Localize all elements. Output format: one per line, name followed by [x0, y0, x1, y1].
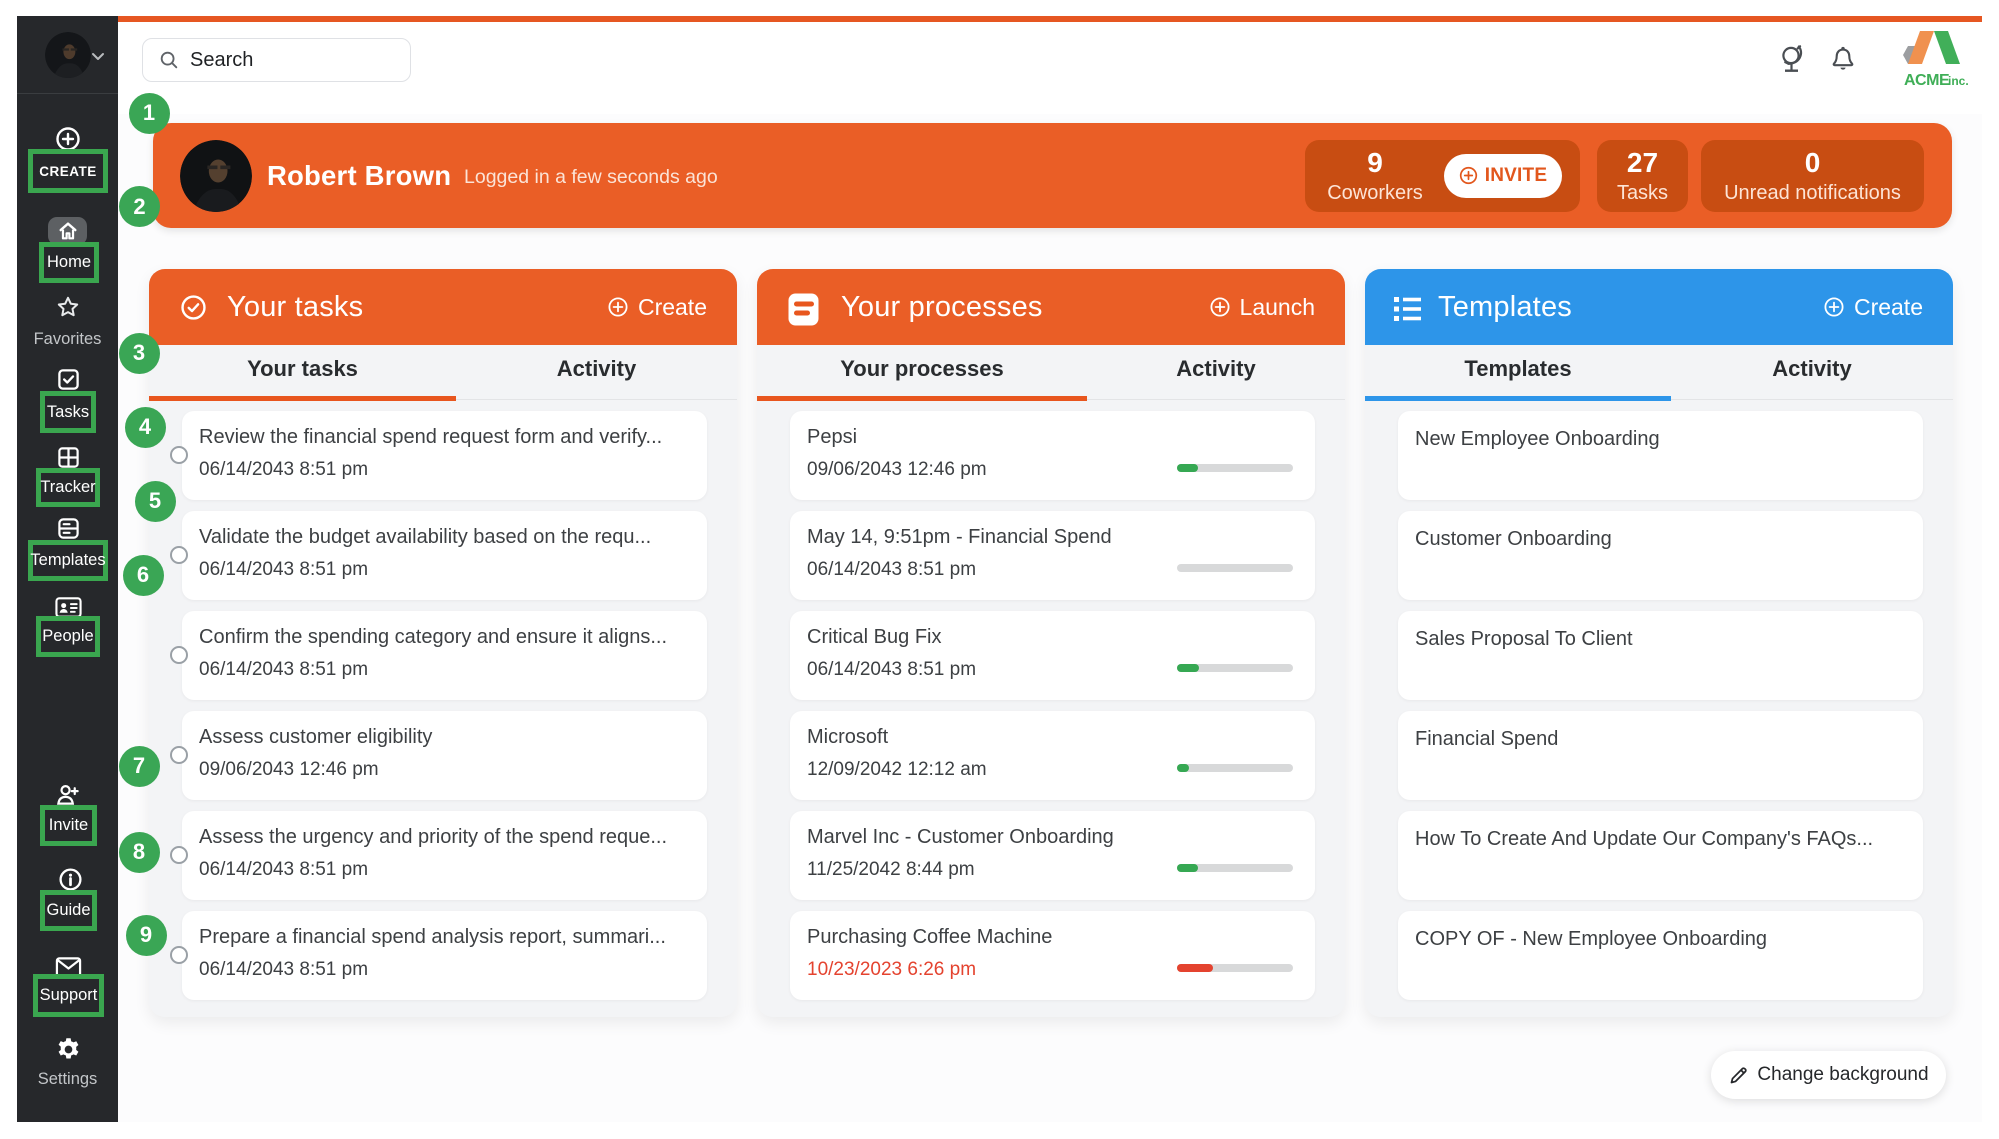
- svg-text:ACME: ACME: [1904, 72, 1950, 89]
- svg-text:inc.: inc.: [1948, 74, 1969, 88]
